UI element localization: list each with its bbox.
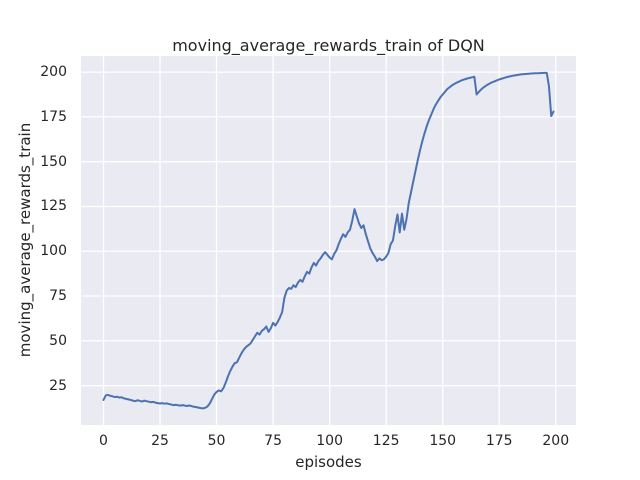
y-tick-label: 75 xyxy=(49,288,67,305)
y-tick-label: 100 xyxy=(40,243,67,260)
x-tick-label: 125 xyxy=(372,433,400,449)
x-tick-label: 150 xyxy=(429,433,457,449)
plot-area xyxy=(81,56,576,425)
y-tick-label: 175 xyxy=(40,108,67,125)
x-axis-label: episodes xyxy=(295,453,362,471)
x-tick-label: 200 xyxy=(542,433,570,449)
y-tick-label: 50 xyxy=(49,332,67,349)
x-tick-label: 100 xyxy=(316,433,343,449)
y-tick-label: 150 xyxy=(40,153,67,170)
y-tick-label: 200 xyxy=(40,64,67,81)
x-tick-label: 50 xyxy=(207,433,226,449)
reward-curve xyxy=(102,71,555,410)
x-tick-label: 75 xyxy=(264,433,282,449)
x-tick-label: 25 xyxy=(151,433,169,449)
line-plot xyxy=(81,56,576,425)
y-tick-label: 125 xyxy=(40,198,67,215)
chart-title: moving_average_rewards_train of DQN xyxy=(172,36,485,55)
y-tick-label: 25 xyxy=(49,377,67,394)
x-tick-label: 0 xyxy=(99,433,108,449)
x-tick-label: 175 xyxy=(485,433,513,449)
